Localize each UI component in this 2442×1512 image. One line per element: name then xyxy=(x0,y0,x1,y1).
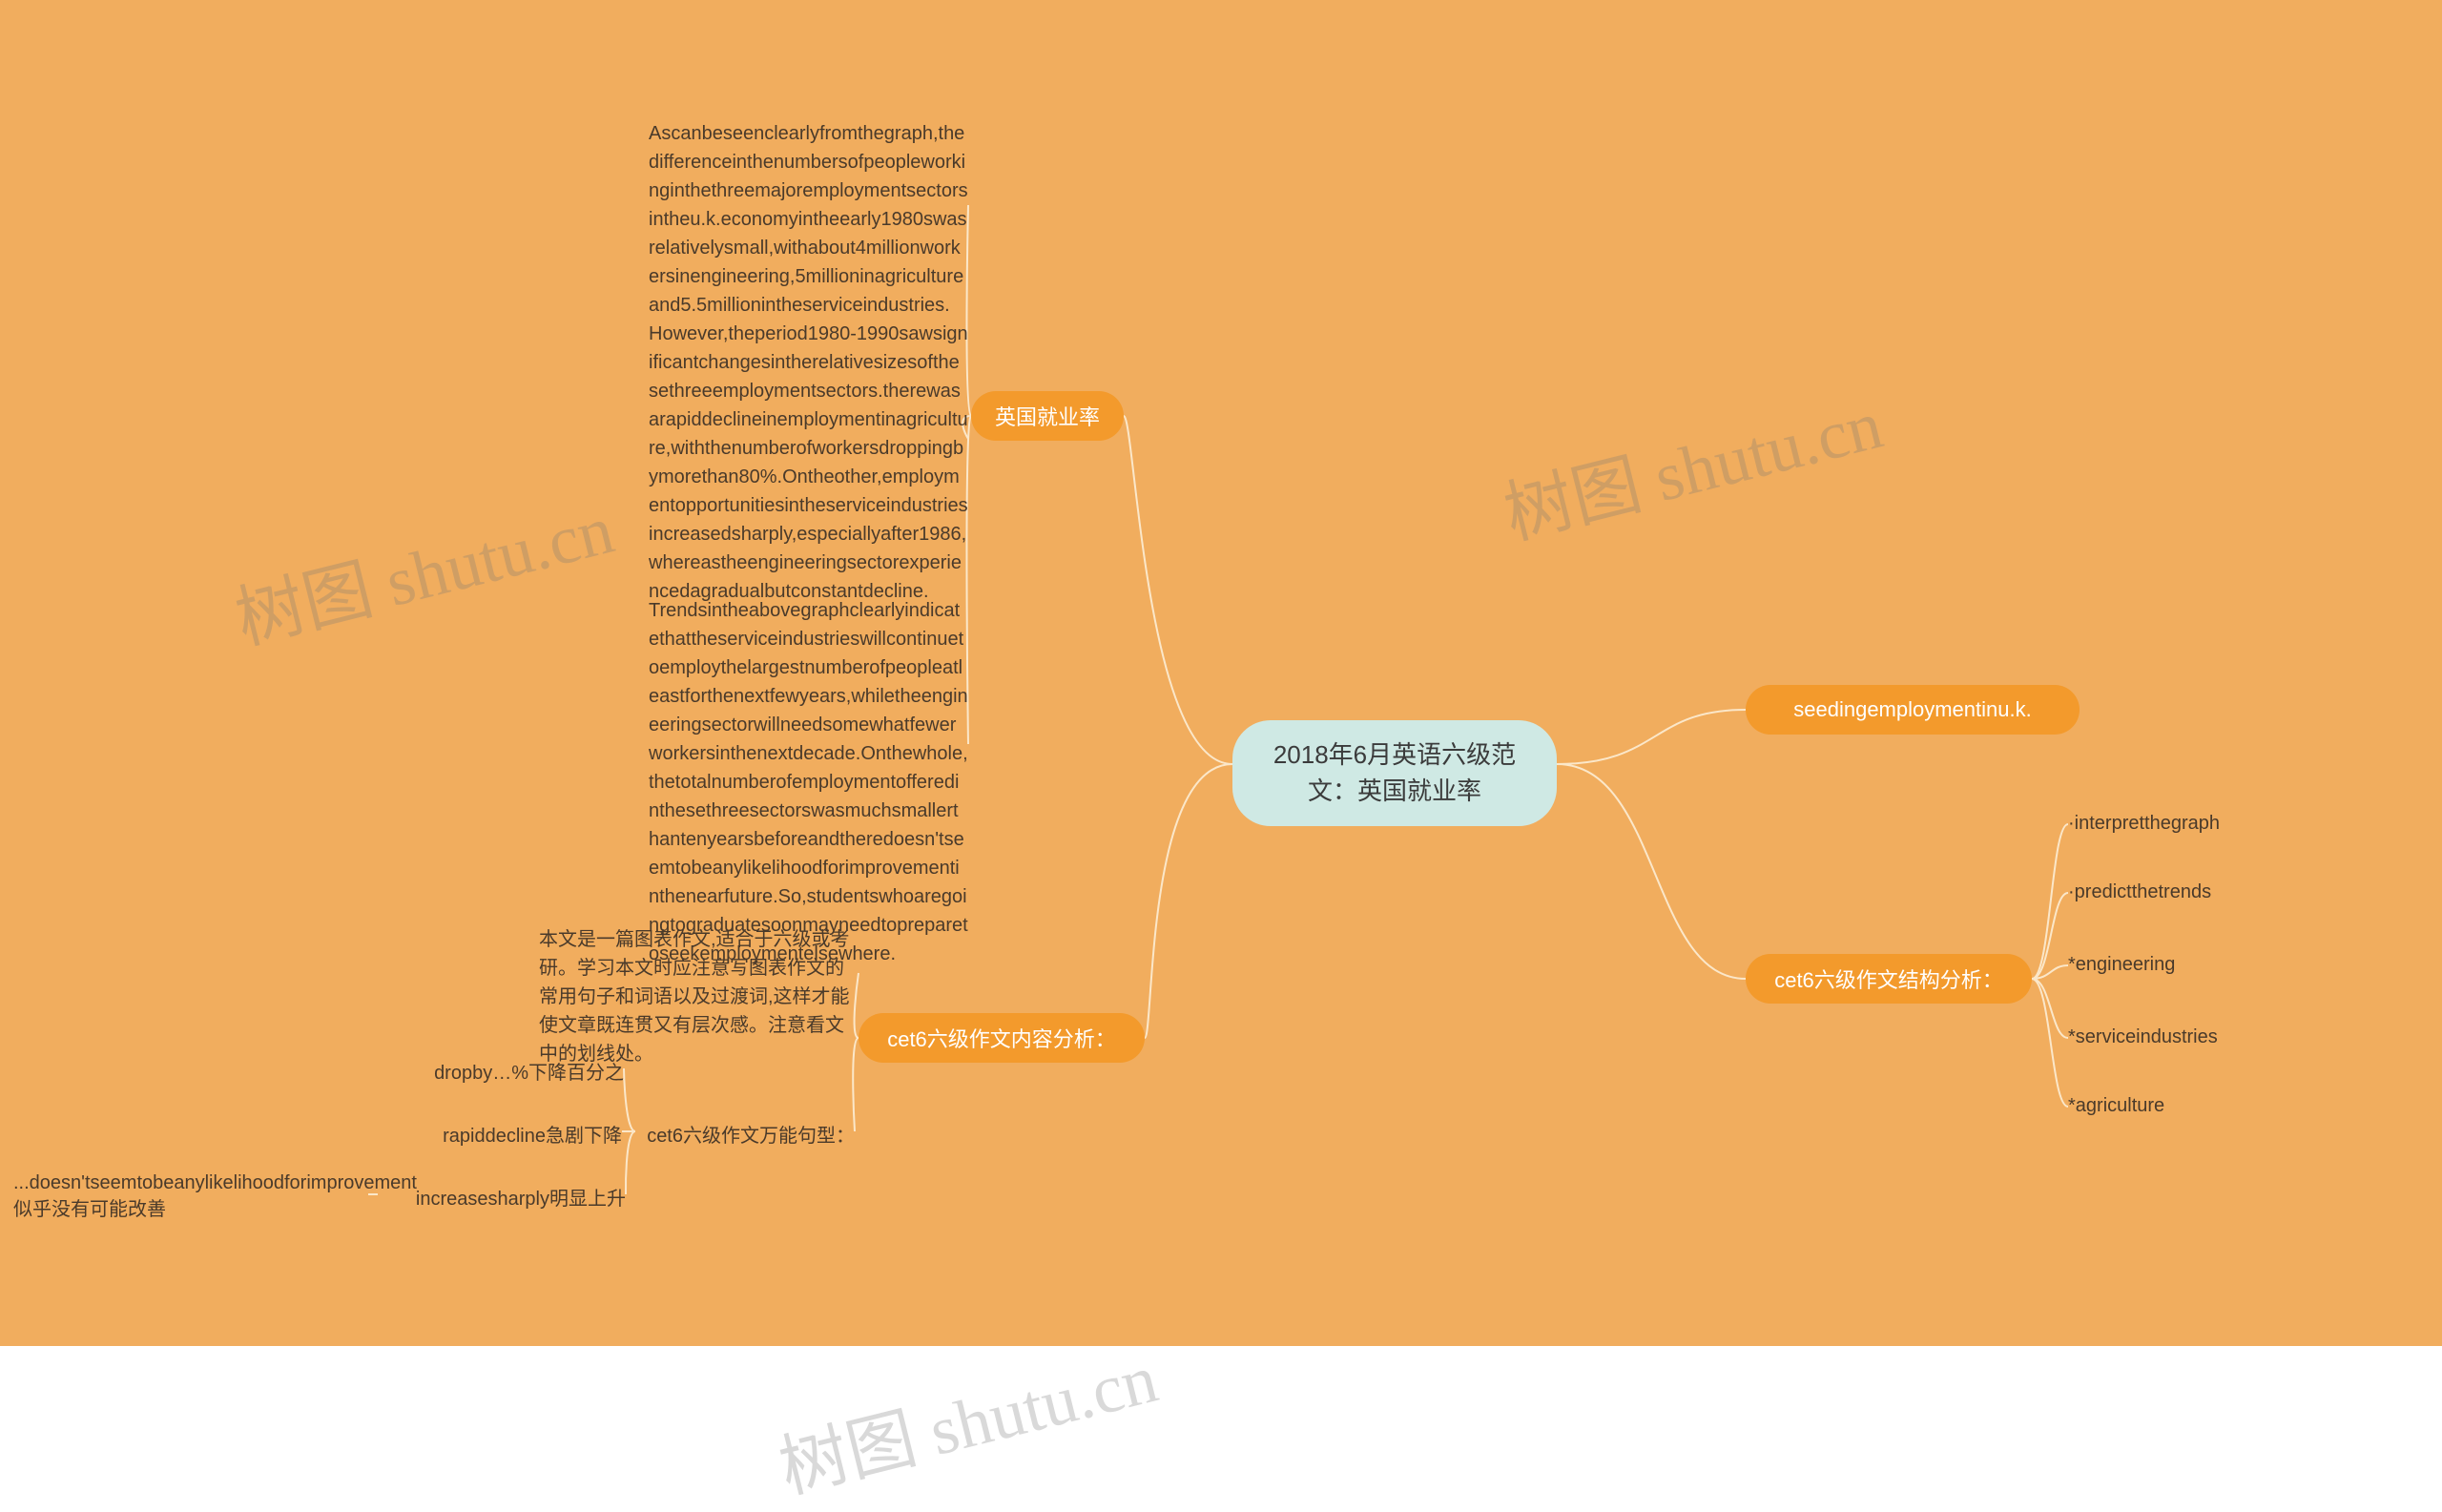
edge xyxy=(1145,764,1232,1038)
edges-layer xyxy=(0,0,2442,1346)
edge xyxy=(2032,824,2068,979)
branch-node-seed[interactable]: seedingemploymentinu.k. xyxy=(1746,685,2080,735)
edge xyxy=(1557,710,1746,764)
edge xyxy=(2032,979,2068,1107)
edge xyxy=(1124,416,1232,764)
watermark: 树图 shutu.cn xyxy=(768,1321,1166,1512)
branch-node-uk[interactable]: 英国就业率 xyxy=(971,391,1124,441)
leaf-r2[interactable]: ·predictthetrends xyxy=(2068,881,2211,903)
leaf-sent2[interactable]: rapiddecline急剧下降 xyxy=(403,1120,622,1148)
edge xyxy=(1557,764,1746,979)
leaf-r4[interactable]: *serviceindustries xyxy=(2068,1026,2218,1048)
leaf-r3[interactable]: *engineering xyxy=(2068,954,2175,976)
text-block-b4: 本文是一篇图表作文,适合于六级或考研。学习本文时应注意写图表作文的常用句子和词语… xyxy=(539,925,859,1068)
branch-node-struct[interactable]: cet6六级作文结构分析： xyxy=(1746,954,2032,1004)
edge xyxy=(2032,979,2068,1038)
text-block-b2: However,theperiod1980-1990sawsignificant… xyxy=(649,320,968,606)
leaf-r5[interactable]: *agriculture xyxy=(2068,1095,2164,1117)
leaf-sent4[interactable]: ...doesn'tseemtobeanylikelihoodforimprov… xyxy=(13,1170,368,1223)
edge xyxy=(626,1131,635,1194)
text-block-b1: Ascanbeseenclearlyfromthegraph,thediffer… xyxy=(649,119,968,320)
leaf-r1[interactable]: ·interpretthegraph xyxy=(2068,813,2220,835)
mindmap-canvas: 树图 shutu.cn树图 shutu.cn树图 shutu.cn2018年6月… xyxy=(0,0,2442,1346)
leaf-sent1[interactable]: dropby…%下降百分之 xyxy=(404,1057,624,1085)
branch-node-content[interactable]: cet6六级作文内容分析： xyxy=(859,1013,1145,1063)
root-node[interactable]: 2018年6月英语六级范文：英国就业率 xyxy=(1232,720,1557,826)
leaf-sent_parent[interactable]: cet6六级作文万能句型： xyxy=(635,1120,855,1148)
edge xyxy=(624,1068,635,1131)
text-block-b3: Trendsintheabovegraphclearlyindicatethat… xyxy=(649,596,968,968)
